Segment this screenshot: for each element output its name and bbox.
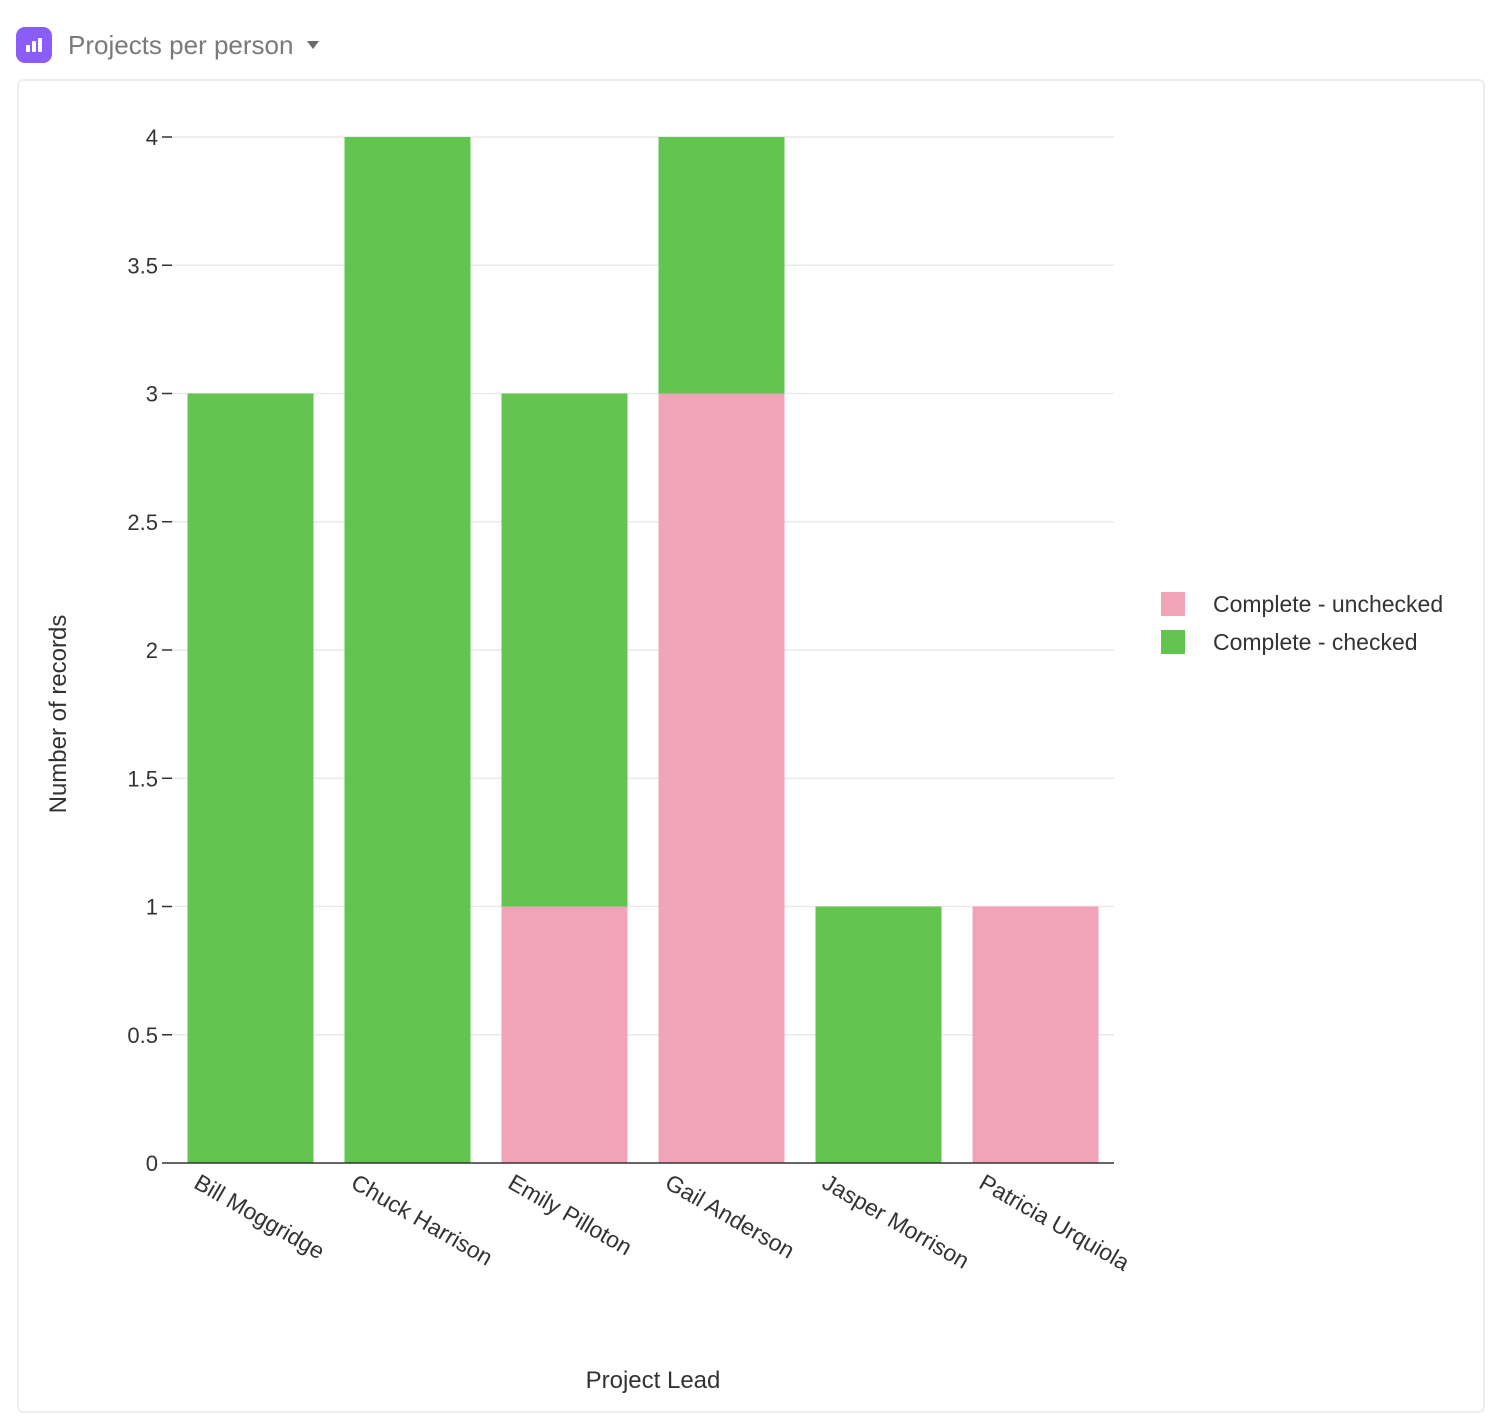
- y-tick-label: 2: [146, 638, 158, 663]
- y-axis-label: Number of records: [45, 615, 72, 814]
- x-tick-label: Chuck Harrison: [347, 1169, 497, 1271]
- bar[interactable]: [501, 393, 628, 907]
- bar-chart-icon[interactable]: [16, 27, 52, 63]
- chart-canvas: 0 0.5 1 1.5 2 2.5 3 3.5 4 Bill Moggridge Chuck Har…: [45, 125, 1443, 1394]
- legend-swatch: [1161, 630, 1185, 654]
- y-tick-label: 0: [146, 1151, 158, 1176]
- bar[interactable]: [658, 393, 785, 1164]
- chart-card: 0 0.5 1 1.5 2 2.5 3 3.5 4 Bill Moggridge Chuck Har…: [17, 79, 1485, 1413]
- legend-label: Complete - unchecked: [1213, 591, 1443, 617]
- x-tick-label: Patricia Urquiola: [975, 1169, 1134, 1276]
- x-axis-label: Project Lead: [586, 1367, 721, 1394]
- y-tick-label: 0.5: [127, 1023, 158, 1048]
- x-tick-label: Bill Moggridge: [190, 1169, 329, 1264]
- bar[interactable]: [972, 906, 1099, 1164]
- bar[interactable]: [658, 137, 785, 394]
- bar[interactable]: [501, 906, 628, 1164]
- legend-label: Complete - checked: [1213, 629, 1418, 655]
- y-tick-label: 1.5: [127, 766, 158, 791]
- chart-title[interactable]: Projects per person: [68, 29, 294, 60]
- bar[interactable]: [344, 137, 471, 1163]
- bar[interactable]: [815, 906, 942, 1164]
- y-tick-label: 1: [146, 895, 158, 920]
- y-tick-label: 2.5: [127, 510, 158, 535]
- chevron-down-icon[interactable]: [307, 41, 320, 49]
- x-tick-label: Gail Anderson: [661, 1169, 799, 1264]
- chart-header: Projects per person: [16, 26, 320, 64]
- y-tick-label: 3: [146, 382, 158, 407]
- x-tick-label: Emily Pilloton: [504, 1169, 637, 1261]
- x-tick-label: Jasper Morrison: [818, 1169, 974, 1274]
- legend-swatch: [1161, 592, 1185, 616]
- bar[interactable]: [187, 393, 314, 1164]
- y-tick-label: 3.5: [127, 253, 158, 278]
- y-tick-label: 4: [146, 125, 158, 150]
